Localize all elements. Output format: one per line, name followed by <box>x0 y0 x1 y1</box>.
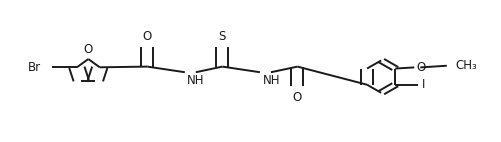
Text: O: O <box>416 61 425 74</box>
Text: I: I <box>421 78 424 91</box>
Text: O: O <box>292 90 302 104</box>
Text: NH: NH <box>262 74 280 87</box>
Text: NH: NH <box>187 74 204 87</box>
Text: Br: Br <box>28 61 41 74</box>
Text: O: O <box>142 30 152 43</box>
Text: O: O <box>84 43 93 56</box>
Text: S: S <box>218 30 225 43</box>
Text: CH₃: CH₃ <box>455 59 476 72</box>
